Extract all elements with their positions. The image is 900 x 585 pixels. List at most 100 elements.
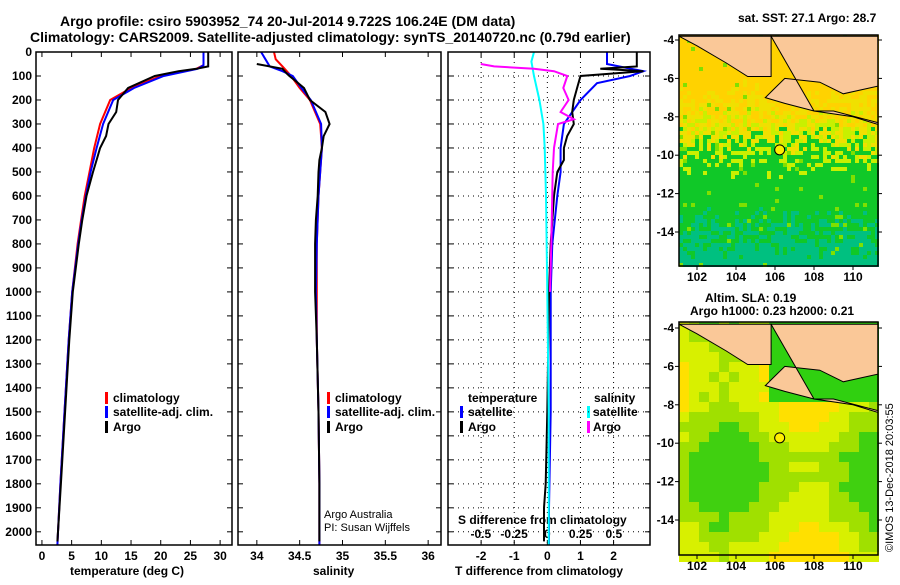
map-pixel [847,167,851,171]
map-pixel [799,502,809,512]
map-pixel [791,219,795,223]
map-pixel [787,259,791,263]
map-pixel [851,187,855,191]
map-pixel [863,111,867,115]
map-pixel [759,412,769,422]
map-pixel [835,235,839,239]
map-pixel [807,91,811,95]
map-pixel [703,203,707,207]
map-pixel [695,195,699,199]
map-pixel [823,171,827,175]
map-pixel [691,255,695,259]
map-pixel [771,191,775,195]
map-pixel [719,512,729,522]
map-pixel [869,512,879,522]
map-pixel [711,167,715,171]
map-pixel [831,99,835,103]
map-pixel [791,131,795,135]
map-pixel [743,215,747,219]
map-pixel [723,195,727,199]
legend-title-temperature: temperature [468,391,538,405]
map-pixel [739,263,743,267]
map-pixel [875,191,879,195]
y-tick-label: 1300 [5,357,32,371]
map-pixel [719,151,723,155]
map-pixel [707,203,711,207]
map-pixel [739,139,743,143]
map-pixel [859,502,869,512]
map-pixel [791,123,795,127]
map-pixel [739,147,743,151]
map-pixel [779,135,783,139]
map-pixel [839,179,843,183]
map-pixel [719,95,723,99]
map-pixel [863,143,867,147]
map-pixel [767,231,771,235]
map-pixel [811,167,815,171]
map-pixel [875,163,879,167]
map-pixel [847,95,851,99]
map-pixel [703,235,707,239]
map-pixel [771,59,775,63]
map-pixel [735,235,739,239]
map-pixel [735,151,739,155]
map-pixel [695,139,699,143]
map-pixel [815,175,819,179]
map-pixel [755,119,759,123]
map-pixel [687,111,691,115]
map-pixel [827,119,831,123]
map-pixel [709,342,719,352]
map-pixel [831,243,835,247]
map-pixel [755,147,759,151]
map-pixel [759,502,769,512]
map-pixel [711,55,715,59]
map-pixel [767,135,771,139]
lon-tick-label: 110 [843,270,863,284]
map-pixel [679,332,689,342]
map-pixel [869,392,879,402]
map-pixel [683,147,687,151]
map-pixel [739,243,743,247]
map-pixel [847,247,851,251]
map-pixel [795,115,799,119]
map-pixel [799,239,803,243]
map-pixel [851,231,855,235]
map-pixel [759,79,763,83]
map-pixel [691,195,695,199]
map-pixel [783,235,787,239]
map-pixel [727,219,731,223]
map-pixel [711,199,715,203]
map-pixel [679,422,689,432]
map-pixel [839,131,843,135]
map-pixel [869,422,879,432]
map-pixel [867,243,871,247]
map-pixel [719,227,723,231]
map-pixel [787,243,791,247]
map-pixel [691,123,695,127]
map-pixel [839,115,843,119]
map-pixel [823,167,827,171]
map-pixel [699,239,703,243]
map-pixel [709,362,719,372]
map-pixel [819,542,829,552]
map-pixel [683,171,687,175]
map-pixel [851,107,855,111]
map-pixel [699,127,703,131]
map-pixel [751,199,755,203]
map-pixel [779,155,783,159]
map-pixel [869,542,879,552]
map-pixel [749,482,759,492]
map-pixel [707,163,711,167]
map-pixel [747,179,751,183]
map-pixel [859,422,869,432]
map-pixel [699,243,703,247]
map-pixel [871,107,875,111]
map-pixel [759,143,763,147]
map-pixel [719,542,729,552]
map-pixel [827,135,831,139]
map-pixel [719,243,723,247]
map-pixel [687,51,691,55]
map-pixel [727,263,731,267]
map-pixel [749,502,759,512]
map-pixel [719,131,723,135]
